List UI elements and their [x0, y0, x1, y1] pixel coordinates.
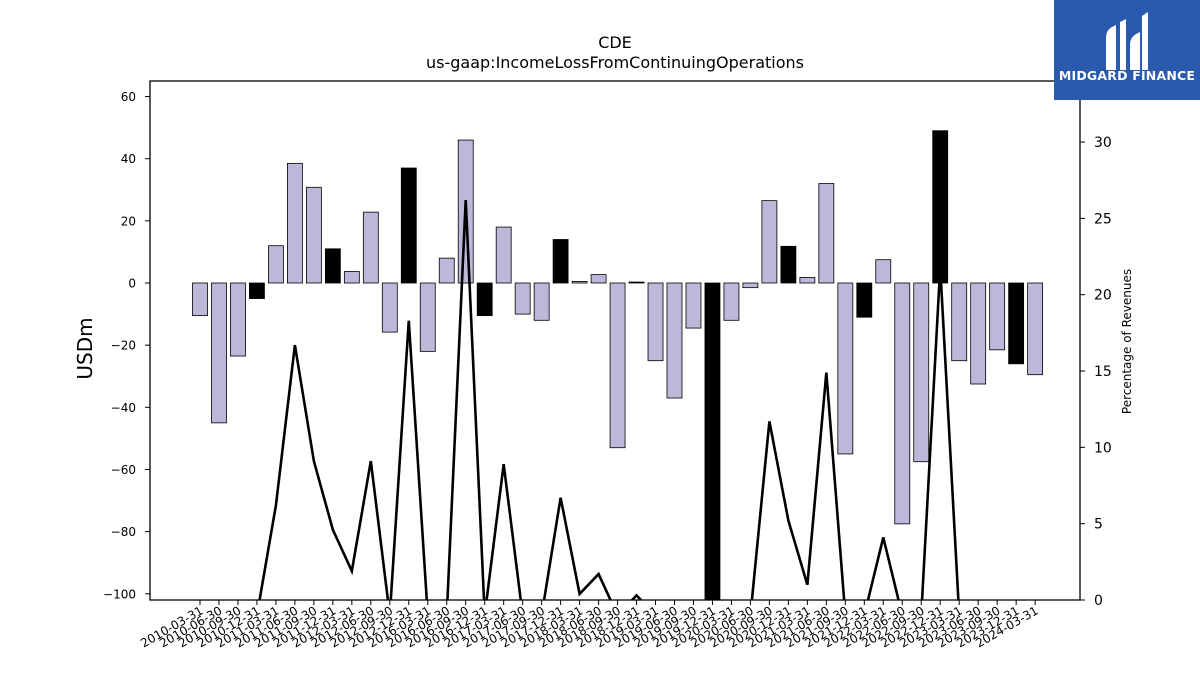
- y-tick-label: −20: [111, 339, 136, 353]
- logo-text: MIDGARD FINANCE: [1058, 68, 1196, 83]
- bar-2010-06-30: [211, 282, 227, 424]
- y2-tick-label: 30: [1094, 135, 1112, 151]
- bar-2019-06-30: [666, 282, 683, 399]
- bar-layer: [192, 130, 1044, 600]
- bar-2023-09-30: [989, 282, 1006, 351]
- line-layer: [258, 200, 960, 600]
- chart-subtitle: us-gaap:IncomeLossFromContinuingOperatio…: [426, 53, 804, 72]
- y-tick-label: −60: [111, 463, 136, 477]
- bar-2016-06-30: [438, 257, 455, 284]
- bar-2019-03-31: [647, 282, 664, 362]
- y2-tick-label: 5: [1094, 517, 1103, 533]
- bar-2011-06-30: [286, 162, 303, 284]
- bar-2022-12-31: [932, 130, 949, 284]
- y2-tick-label: 25: [1094, 211, 1112, 227]
- y-tick-label: 20: [121, 214, 136, 228]
- bar-2017-06-30: [514, 282, 531, 315]
- y2-tick-label: 15: [1094, 364, 1112, 380]
- bar-2011-03-31: [268, 245, 284, 284]
- bar-2021-09-30: [837, 282, 854, 455]
- y-tick-label: 40: [121, 152, 136, 166]
- bar-2018-06-30: [590, 274, 607, 284]
- brand-logo: MIDGARD FINANCE: [1054, 0, 1200, 100]
- y2-axis-label: Percentage of Revenues: [1120, 269, 1134, 414]
- axes-layer: −100−80−60−40−2002040600510152025302010-…: [73, 80, 1134, 650]
- bar-2017-12-31: [552, 239, 569, 284]
- bar-2020-12-31: [780, 245, 797, 284]
- plot-frame: [149, 80, 1081, 601]
- bar-2024-03-31: [1027, 282, 1044, 376]
- bar-2017-09-30: [533, 282, 550, 321]
- bar-2021-06-30: [818, 183, 835, 284]
- bar-2020-06-30: [742, 282, 759, 289]
- y2-tick-label: 20: [1094, 288, 1112, 304]
- bar-2019-09-30: [685, 282, 702, 329]
- bar-2020-09-30: [761, 200, 778, 284]
- y-tick-label: −100: [103, 587, 136, 601]
- y-axis-label: USDm: [73, 317, 97, 379]
- bar-2021-12-31: [856, 282, 873, 318]
- bar-2022-09-30: [913, 282, 930, 463]
- bar-2023-06-30: [970, 282, 987, 385]
- bar-2019-12-31: [704, 282, 721, 600]
- y-tick-label: −40: [111, 401, 136, 415]
- chart-title: CDE: [598, 33, 632, 52]
- bar-2023-12-31: [1008, 282, 1025, 365]
- bar-2011-09-30: [305, 186, 322, 284]
- y2-tick-label: 10: [1094, 440, 1112, 456]
- y-tick-label: −80: [111, 525, 136, 539]
- bar-2023-03-31: [951, 282, 968, 362]
- bar-2012-09-30: [381, 282, 398, 333]
- bar-2018-03-31: [571, 281, 588, 284]
- bar-2022-03-31: [875, 259, 892, 284]
- bar-2018-09-30: [609, 282, 626, 449]
- bar-2017-03-31: [495, 226, 512, 284]
- bar-2018-12-31: [628, 281, 645, 284]
- bar-2012-03-31: [343, 271, 360, 284]
- percentage-line: [258, 200, 960, 600]
- bar-2011-12-31: [324, 248, 341, 284]
- bar-2012-06-30: [362, 211, 379, 284]
- bar-2010-03-31: [192, 282, 208, 317]
- bar-2021-03-31: [799, 277, 816, 284]
- bar-2016-12-31: [476, 282, 493, 317]
- logo-mark-icon: [1106, 12, 1148, 70]
- bar-2010-09-30: [230, 282, 246, 357]
- bar-2010-12-31: [249, 282, 265, 299]
- bar-2022-06-30: [894, 282, 911, 525]
- bar-2012-12-31: [400, 167, 417, 284]
- y-tick-label: 0: [128, 277, 136, 291]
- y2-tick-label: 0: [1094, 593, 1103, 609]
- bar-2020-03-31: [723, 282, 740, 321]
- bar-2016-03-31: [419, 282, 436, 352]
- y-tick-label: 60: [121, 90, 136, 104]
